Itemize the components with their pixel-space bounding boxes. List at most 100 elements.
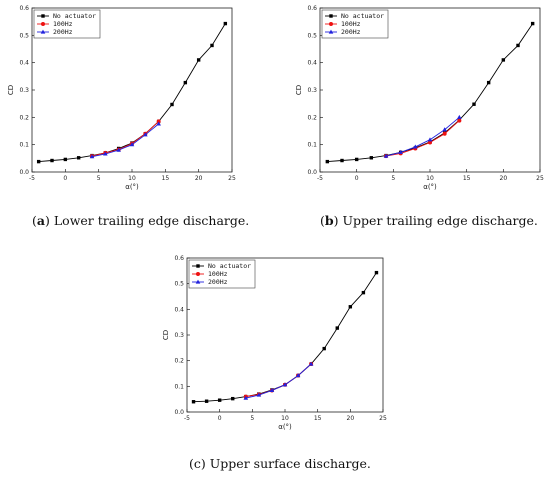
legend-marker bbox=[328, 29, 334, 34]
caption-b: (b) Upper trailing edge discharge. bbox=[320, 213, 538, 228]
series-line-1 bbox=[91, 121, 160, 157]
data-point-2 bbox=[89, 154, 95, 159]
data-point-0 bbox=[354, 157, 359, 162]
y-tick-label: 0.4 bbox=[19, 60, 29, 67]
x-tick-label: 5 bbox=[391, 175, 395, 182]
data-point-2 bbox=[143, 132, 148, 137]
y-tick-label: 0.2 bbox=[307, 114, 317, 121]
x-axis-label: α(°) bbox=[278, 423, 292, 431]
y-axis-label: CD bbox=[162, 330, 170, 340]
data-point-2 bbox=[156, 121, 161, 126]
x-tick-label: 0 bbox=[63, 175, 67, 182]
legend-label: 200Hz bbox=[53, 28, 73, 36]
data-point-2 bbox=[129, 142, 135, 147]
data-point-2 bbox=[269, 388, 275, 393]
x-axis-label: α(°) bbox=[423, 183, 437, 191]
data-point-0 bbox=[361, 290, 366, 295]
data-point-2 bbox=[442, 127, 447, 132]
caption-c: (c) Upper surface discharge. bbox=[189, 456, 371, 471]
data-point-1 bbox=[442, 131, 447, 136]
legend-label: No actuator bbox=[341, 12, 384, 20]
x-axis-label: α(°) bbox=[125, 183, 139, 191]
y-tick-label: 0.4 bbox=[307, 60, 317, 67]
y-tick-label: 0.1 bbox=[19, 142, 29, 149]
chart-c: -5 0 5 10 15 20 25 0.0 0.1 0.2 0.3 0.4 0.5 0.6 α(°) CD N… bbox=[162, 255, 387, 431]
series-line-1 bbox=[245, 363, 312, 398]
data-point-0 bbox=[501, 58, 506, 62]
y-axis-label: CD bbox=[295, 85, 303, 95]
legend-marker bbox=[329, 14, 333, 18]
y-axis-label: CD bbox=[7, 85, 15, 95]
legend-marker bbox=[196, 264, 200, 268]
x-tick-label: -5 bbox=[317, 175, 323, 182]
y-tick-label: 0.4 bbox=[174, 306, 184, 313]
legend-label: 100Hz bbox=[208, 270, 228, 278]
y-tick-label: 0.3 bbox=[174, 332, 184, 339]
y-tick-label: 0.2 bbox=[19, 114, 29, 121]
data-point-0 bbox=[210, 43, 214, 48]
data-point-1 bbox=[428, 140, 432, 145]
x-tick-label: 20 bbox=[347, 415, 355, 422]
data-point-0 bbox=[63, 157, 68, 162]
x-tick-label: 25 bbox=[228, 175, 236, 182]
y-tick-label: 0.3 bbox=[19, 87, 29, 94]
x-tick-label: 5 bbox=[97, 175, 101, 182]
x-tick-label: -5 bbox=[29, 175, 35, 182]
x-tick-label: 25 bbox=[379, 415, 387, 422]
chart-a: -5 0 5 10 15 20 25 0.0 0.1 0.2 0.3 0.4 0.5 0.6 α(°) CD N… bbox=[7, 5, 236, 191]
y-tick-label: 0.5 bbox=[307, 32, 317, 39]
caption-a: (a) Lower trailing edge discharge. bbox=[32, 213, 250, 228]
data-point-0 bbox=[191, 400, 196, 404]
data-point-0 bbox=[231, 396, 235, 401]
y-tick-label: 0.5 bbox=[174, 281, 184, 288]
data-point-2 bbox=[427, 137, 433, 142]
data-point-0 bbox=[76, 156, 81, 160]
y-tick-label: 0.6 bbox=[19, 5, 29, 12]
data-point-1 bbox=[156, 119, 161, 124]
data-point-2 bbox=[457, 114, 462, 119]
data-point-0 bbox=[196, 58, 201, 62]
series-line-2 bbox=[91, 123, 159, 158]
legend-label: No actuator bbox=[208, 262, 251, 270]
x-tick-label: 15 bbox=[162, 175, 170, 182]
series-line-2 bbox=[245, 363, 312, 399]
data-point-2 bbox=[243, 395, 249, 400]
data-point-2 bbox=[116, 147, 121, 152]
data-point-0 bbox=[348, 305, 353, 309]
data-point-0 bbox=[516, 43, 520, 48]
data-point-0 bbox=[50, 158, 54, 163]
data-point-0 bbox=[223, 21, 228, 26]
x-tick-label: 0 bbox=[218, 415, 222, 422]
data-point-0 bbox=[170, 102, 174, 107]
y-tick-label: 0.6 bbox=[174, 255, 184, 262]
legend-marker bbox=[196, 272, 200, 276]
data-point-2 bbox=[383, 153, 389, 158]
data-point-0 bbox=[374, 270, 379, 275]
y-tick-label: 0.1 bbox=[174, 383, 184, 390]
legend-marker bbox=[195, 279, 201, 284]
y-tick-label: 0.5 bbox=[19, 32, 29, 39]
chart-b: -5 0 5 10 15 20 25 0.0 0.1 0.2 0.3 0.4 0.5 0.6 α(°) CD N… bbox=[295, 5, 544, 191]
series-line-2 bbox=[385, 116, 460, 157]
legend-label: 200Hz bbox=[341, 28, 361, 36]
x-tick-label: 0 bbox=[355, 175, 359, 182]
y-tick-label: 0.0 bbox=[174, 409, 184, 416]
x-tick-label: 10 bbox=[128, 175, 136, 182]
data-point-2 bbox=[413, 144, 418, 149]
data-point-0 bbox=[530, 21, 535, 26]
legend-label: No actuator bbox=[53, 12, 96, 20]
data-point-0 bbox=[325, 159, 330, 164]
data-point-0 bbox=[322, 346, 326, 351]
data-point-2 bbox=[398, 149, 403, 154]
legend-marker bbox=[41, 22, 45, 26]
y-tick-label: 0.3 bbox=[307, 87, 317, 94]
legend-label: 200Hz bbox=[208, 278, 228, 286]
data-point-2 bbox=[282, 382, 288, 387]
legend-marker bbox=[41, 14, 45, 18]
legend-marker bbox=[40, 29, 46, 34]
y-tick-label: 0.1 bbox=[307, 142, 317, 149]
x-tick-label: 15 bbox=[463, 175, 471, 182]
x-tick-label: -5 bbox=[184, 415, 190, 422]
data-point-0 bbox=[36, 159, 41, 164]
